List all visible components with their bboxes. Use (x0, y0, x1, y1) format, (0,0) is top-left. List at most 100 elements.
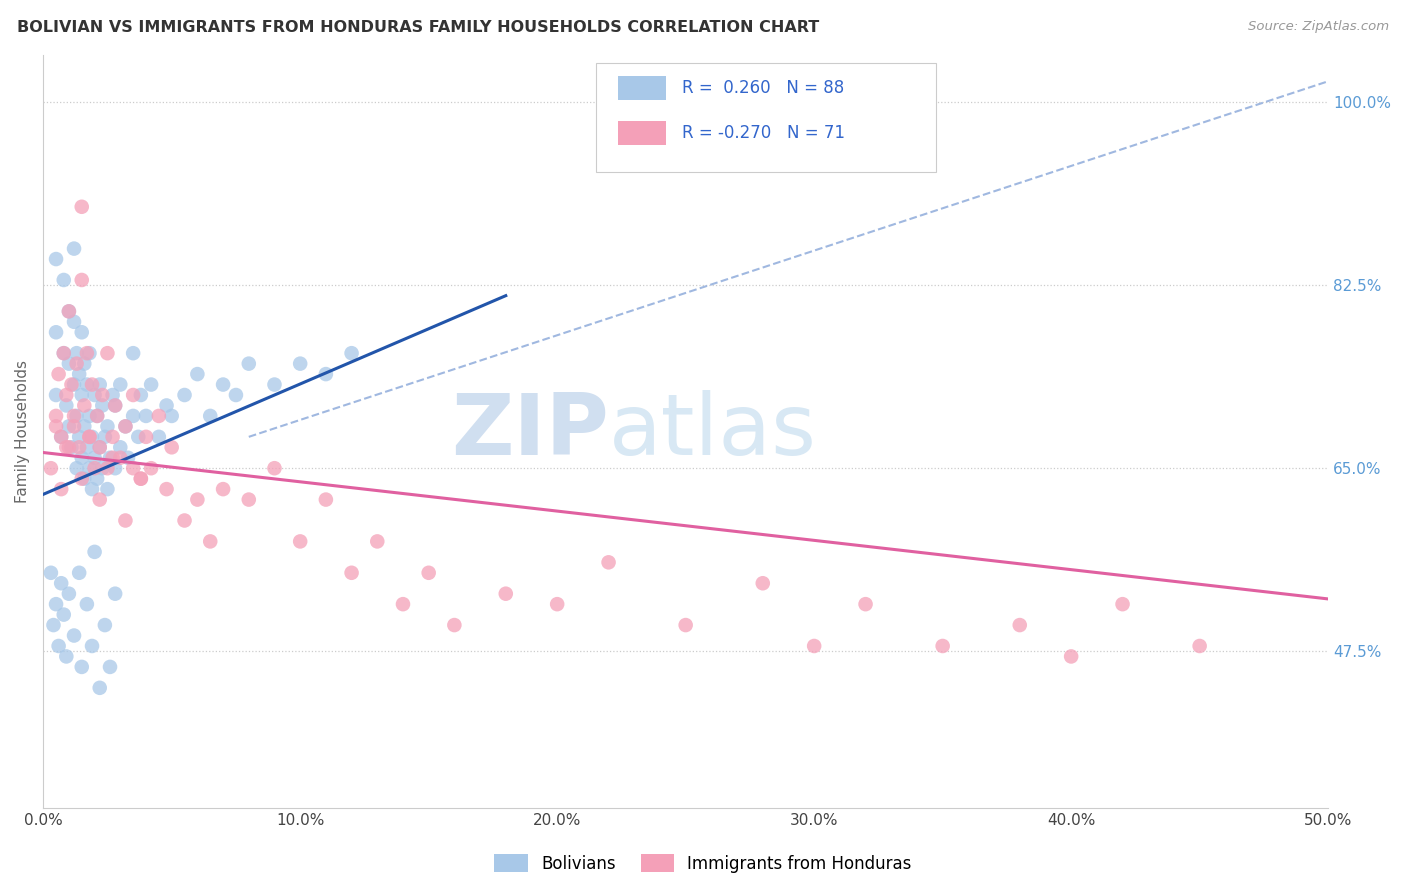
Point (86, 409, 108, 423)
Point (70, 273, 93, 287)
Point (340, 346, 363, 360)
Point (73, 399, 96, 413)
Point (70, 200, 93, 214)
Point (65, 357, 87, 371)
Point (79, 430, 101, 444)
Point (52, 346, 75, 360)
Point (60, 377, 83, 392)
Point (263, 461, 285, 475)
Point (80, 430, 103, 444)
Point (48, 367, 70, 381)
Point (39, 461, 62, 475)
Point (55, 399, 77, 413)
Point (58, 440, 80, 454)
Point (1060, 649, 1083, 664)
Point (63, 419, 86, 434)
Point (63, 377, 86, 392)
Point (55, 388, 77, 402)
Point (67, 367, 90, 381)
Point (340, 566, 363, 580)
Point (104, 461, 127, 475)
Point (45, 252, 67, 266)
Point (76, 346, 98, 360)
Text: R = -0.270   N = 71: R = -0.270 N = 71 (682, 124, 845, 142)
Point (117, 450, 139, 465)
Point (315, 367, 337, 381)
Text: BOLIVIAN VS IMMIGRANTS FROM HONDURAS FAMILY HOUSEHOLDS CORRELATION CHART: BOLIVIAN VS IMMIGRANTS FROM HONDURAS FAM… (17, 20, 820, 35)
Point (148, 430, 170, 444)
Point (122, 388, 145, 402)
Point (110, 377, 132, 392)
Point (200, 409, 222, 423)
Point (135, 430, 157, 444)
Point (1188, 639, 1211, 653)
Point (73, 472, 96, 486)
Point (86, 409, 108, 423)
Point (70, 472, 93, 486)
Point (55, 649, 77, 664)
Point (91, 399, 114, 413)
Point (392, 597, 415, 611)
Point (366, 534, 388, 549)
Point (45, 419, 67, 434)
Point (122, 461, 145, 475)
Text: ZIP: ZIP (451, 390, 609, 473)
Point (80, 482, 103, 496)
Point (186, 492, 208, 507)
Point (96, 482, 118, 496)
Point (67, 440, 90, 454)
Point (83, 545, 105, 559)
Point (443, 618, 465, 632)
Point (45, 325, 67, 339)
Point (96, 346, 118, 360)
Point (160, 440, 183, 454)
Point (63, 409, 86, 423)
Point (45, 388, 67, 402)
Point (67, 430, 90, 444)
Point (70, 450, 93, 465)
Point (110, 450, 132, 465)
Point (110, 440, 132, 454)
Point (55, 440, 77, 454)
Point (315, 492, 337, 507)
Text: atlas: atlas (609, 390, 817, 473)
Point (160, 409, 183, 423)
Point (58, 357, 80, 371)
Point (58, 587, 80, 601)
Point (79, 430, 101, 444)
Text: R =  0.260   N = 88: R = 0.260 N = 88 (682, 78, 844, 96)
Point (76, 377, 98, 392)
Point (173, 388, 195, 402)
Point (598, 555, 620, 569)
Point (200, 534, 222, 549)
Point (114, 514, 136, 528)
Point (931, 639, 953, 653)
Point (139, 377, 162, 392)
Point (752, 576, 775, 591)
Point (96, 419, 118, 434)
Text: Source: ZipAtlas.com: Source: ZipAtlas.com (1249, 20, 1389, 33)
Point (45, 597, 67, 611)
Point (139, 461, 162, 475)
Point (855, 597, 877, 611)
Point (114, 419, 136, 434)
Point (39, 566, 62, 580)
Point (79, 409, 101, 423)
Point (52, 273, 75, 287)
Point (63, 242, 86, 256)
Point (51, 576, 73, 591)
Point (129, 472, 152, 486)
Point (212, 482, 235, 496)
Point (83, 388, 105, 402)
Point (173, 514, 195, 528)
Point (67, 566, 90, 580)
Point (58, 304, 80, 318)
Point (122, 346, 145, 360)
Point (79, 346, 101, 360)
Y-axis label: Family Households: Family Households (15, 360, 30, 503)
Point (1111, 597, 1133, 611)
Bar (617, 76, 666, 100)
Point (238, 357, 260, 371)
Point (495, 587, 517, 601)
Point (89, 681, 111, 695)
